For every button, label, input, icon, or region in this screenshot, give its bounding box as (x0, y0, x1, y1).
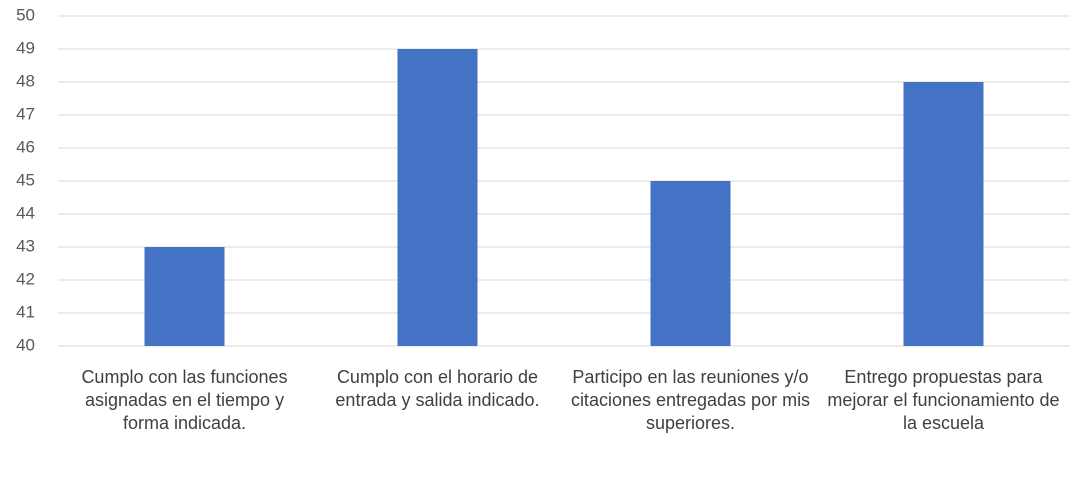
bar (144, 247, 225, 346)
y-tick-label: 45 (16, 170, 35, 189)
bar (397, 49, 478, 346)
y-tick-label: 42 (16, 269, 35, 288)
y-tick-label: 50 (16, 5, 35, 24)
bar (650, 181, 731, 346)
y-tick-label: 40 (16, 335, 35, 354)
y-tick-label: 47 (16, 104, 35, 123)
y-tick-label: 41 (16, 302, 35, 321)
y-tick-label: 43 (16, 236, 35, 255)
x-tick-label: Cumplo con el horario de entrada y salid… (335, 367, 540, 410)
y-tick-label: 48 (16, 71, 35, 90)
bar (903, 82, 984, 346)
x-tick-label: Participo en las reuniones y/o citacione… (570, 367, 811, 433)
x-tick-label: Cumplo con las funciones asignadas en el… (81, 367, 288, 433)
y-tick-label: 46 (16, 137, 35, 156)
y-tick-label: 44 (16, 203, 35, 222)
y-tick-label: 49 (16, 38, 35, 57)
x-tick-label: Entrego propuestas para mejorar el funci… (827, 367, 1060, 433)
